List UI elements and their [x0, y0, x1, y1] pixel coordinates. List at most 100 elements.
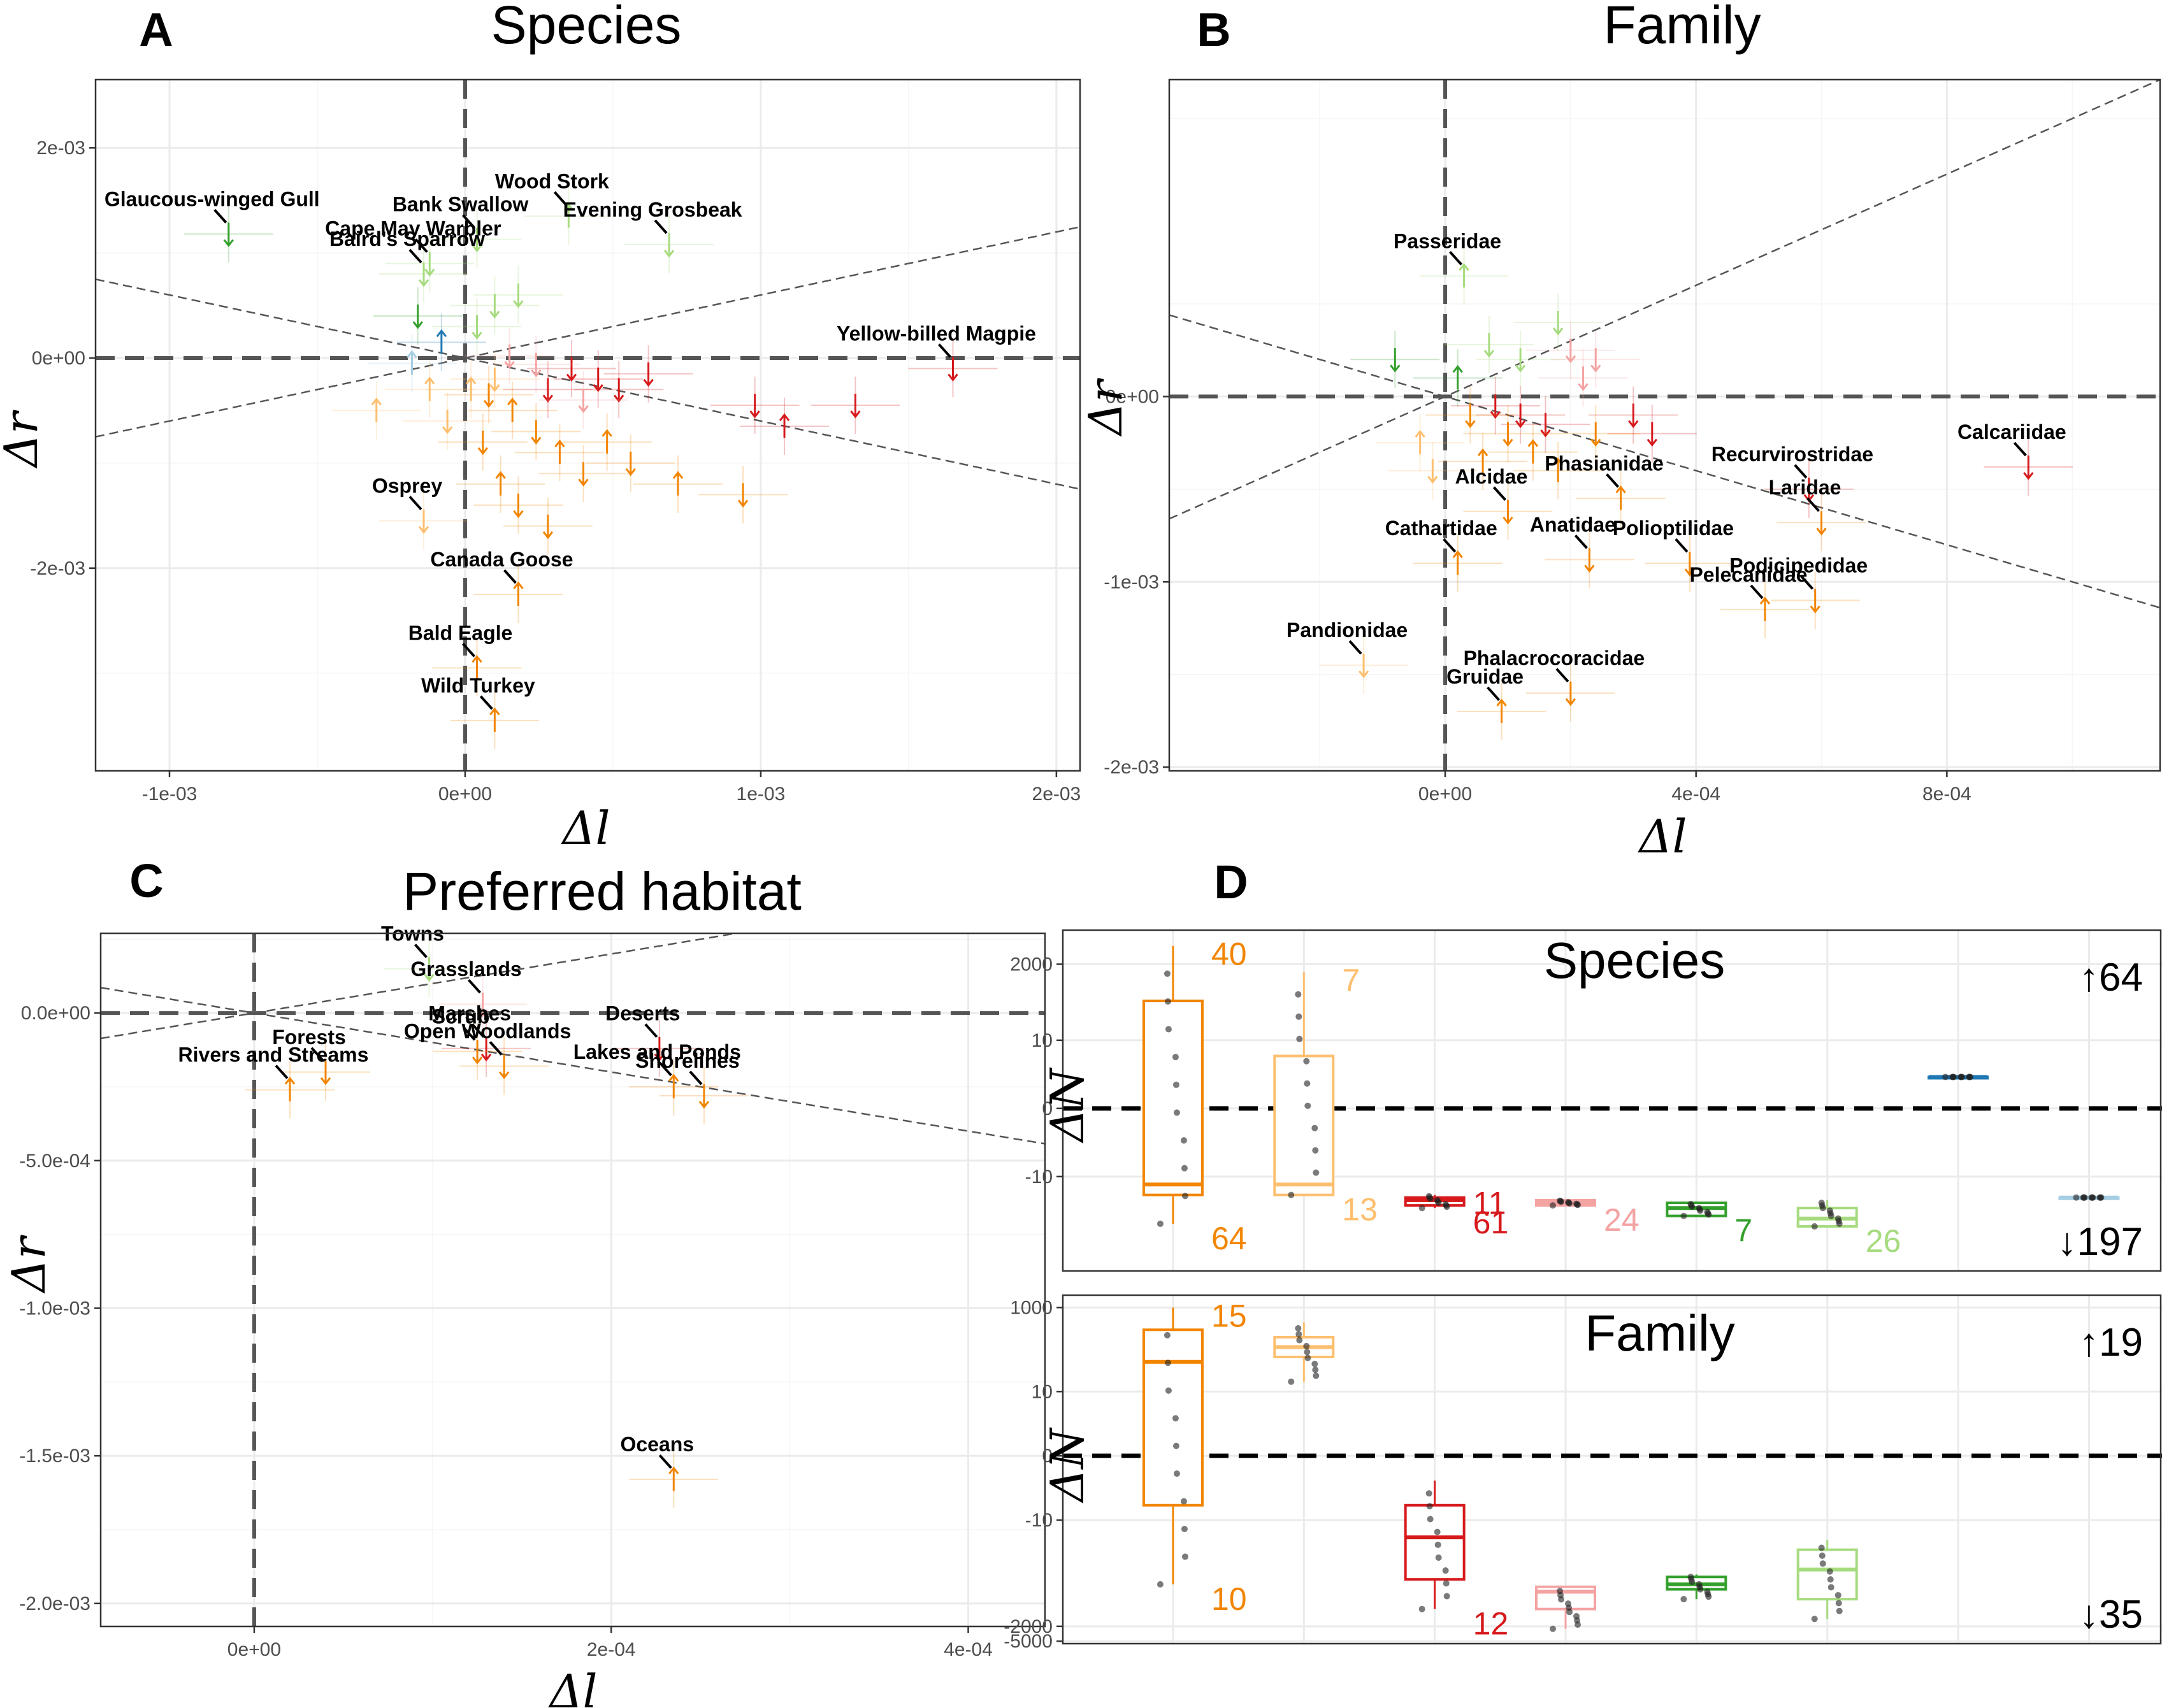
label-leader [1348, 640, 1362, 655]
label-leader [1449, 250, 1463, 266]
label-leader [310, 1047, 324, 1062]
data-point-head [424, 376, 435, 385]
labeled-point-head [1684, 568, 1696, 577]
box [1404, 1503, 1466, 1581]
data-dot [1295, 1331, 1302, 1338]
data-point-head [850, 410, 861, 419]
data-dot [1165, 1026, 1172, 1033]
data-dot [1565, 1199, 1572, 1206]
count-down-label: 24 [1604, 1202, 1640, 1238]
point-label: Marshes [428, 1002, 511, 1025]
plot-border [1062, 1294, 2162, 1645]
data-point-head [566, 373, 577, 382]
point-label: Baird's Sparrow [329, 227, 485, 250]
data-point-head [749, 410, 760, 419]
labeled-point-head [472, 244, 482, 253]
data-point-head [477, 447, 488, 456]
data-point-head [436, 329, 447, 338]
data-point-head [1503, 438, 1513, 447]
label-leader [414, 238, 428, 253]
label-leader [408, 248, 422, 264]
data-dot [1834, 1215, 1841, 1222]
panel-title: Family [1585, 1305, 1735, 1361]
data-point-head [1477, 448, 1488, 457]
panel-letter: B [1197, 3, 1230, 56]
plot-border [1168, 78, 2161, 772]
box-group: 40 64 [1142, 937, 1247, 1256]
label-leader [1806, 497, 1820, 512]
x-axis-title: Δl [560, 801, 610, 855]
data-point-head [614, 394, 624, 403]
data-dot [1181, 1553, 1188, 1560]
label-leader [689, 1070, 703, 1086]
point-label: Yellow-billed Magpie [837, 322, 1036, 345]
box-group: 24 [1535, 1197, 1640, 1238]
data-point-head [578, 478, 589, 487]
data-dot [1296, 1035, 1303, 1042]
plot-border [99, 932, 1046, 1628]
box-group [1666, 1574, 1727, 1603]
data-dot [1557, 1588, 1564, 1595]
label-leader [658, 1061, 672, 1077]
data-dot [1164, 1331, 1171, 1338]
labeled-point-head [663, 249, 675, 258]
data-dot [1819, 1552, 1826, 1559]
data-point-head [1490, 411, 1501, 419]
data-dot [1288, 1378, 1295, 1385]
data-dot [1704, 1588, 1711, 1595]
labeled-point-head [698, 1100, 710, 1109]
x-axis-title: Δl [547, 1665, 597, 1708]
y-tick-label: -2e-03 [1104, 757, 1159, 778]
point-label: Podicipedidae [1729, 554, 1868, 577]
data-dot [1288, 1191, 1295, 1198]
data-dot [1819, 1560, 1826, 1567]
data-dot [2088, 1194, 2095, 1201]
data-dot [1181, 1193, 1188, 1200]
label-leader [462, 1026, 476, 1041]
data-point-head [1628, 420, 1639, 428]
point-label: Phalacrocoracidae [1464, 647, 1645, 670]
data-dot [1312, 1147, 1319, 1154]
label-leader [1794, 464, 1808, 479]
box-group: 7 13 [1273, 963, 1378, 1228]
data-dot [1311, 1124, 1318, 1131]
box [1142, 1000, 1204, 1196]
x-tick-label: 4e-04 [944, 1639, 993, 1660]
data-point-head [513, 510, 524, 519]
label-leader [553, 191, 567, 206]
labeled-point-head [472, 654, 482, 663]
data-dot [1811, 1223, 1818, 1230]
labeled-point-head [1816, 527, 1827, 536]
box-group [1273, 1322, 1335, 1385]
panel-title: Family [1603, 0, 1761, 55]
label-leader [414, 944, 428, 958]
data-point-head [737, 499, 749, 508]
data-dot [1303, 1342, 1310, 1349]
labeled-point-head [477, 1009, 488, 1017]
data-point-head [1647, 438, 1658, 447]
count-down-total: ↓35 [2079, 1593, 2143, 1637]
panel-letter: C [129, 854, 163, 907]
label-leader [938, 343, 951, 358]
labeled-point-head [1496, 698, 1507, 707]
data-dot [1313, 1169, 1320, 1176]
data-dot [1949, 1073, 1956, 1080]
box [1273, 1054, 1335, 1196]
data-dot [1696, 1205, 1703, 1212]
data-dot [2073, 1194, 2080, 1201]
point-label: Pandionidae [1286, 619, 1408, 642]
y-axis-title: ΔN [1041, 1067, 1094, 1144]
point-label: Deserts [605, 1002, 680, 1025]
data-point-head [407, 350, 417, 359]
data-dot [1296, 1337, 1303, 1344]
labeled-point-head [654, 1053, 665, 1062]
data-point-head [1465, 420, 1476, 428]
data-dot [1425, 1490, 1432, 1497]
y-tick-label: -1.0e-03 [19, 1298, 90, 1319]
point-label: Canada Goose [430, 548, 573, 571]
data-dot [2080, 1194, 2087, 1201]
count-down-total: ↓197 [2058, 1220, 2143, 1264]
data-dot [1957, 1073, 1964, 1080]
label-leader [1487, 686, 1501, 701]
data-dot [1826, 1568, 1833, 1575]
